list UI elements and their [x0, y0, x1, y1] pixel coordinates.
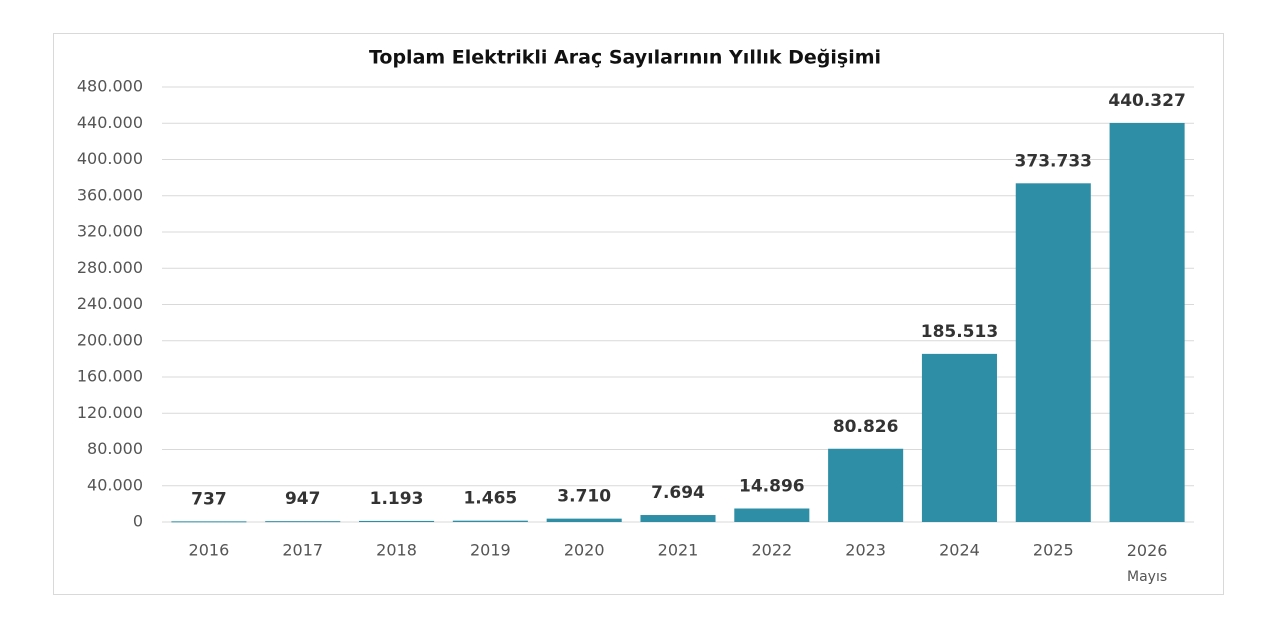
value-label: 1.465: [463, 489, 517, 509]
value-label: 14.896: [739, 477, 805, 497]
bar: [921, 353, 997, 522]
value-label: 80.826: [833, 417, 899, 437]
x-tick-label: 2021: [658, 541, 699, 560]
bar: [452, 520, 528, 522]
value-label: 440.327: [1108, 91, 1185, 111]
y-tick-label: 80.000: [87, 439, 143, 458]
value-label: 7.694: [651, 483, 705, 503]
y-tick-label: 360.000: [77, 185, 143, 204]
y-tick-label: 0: [133, 512, 143, 531]
y-tick-label: 200.000: [77, 330, 143, 349]
x-tick-label: 2018: [376, 541, 417, 560]
y-tick-label: 160.000: [77, 367, 143, 386]
x-tick-label: 2019: [470, 541, 511, 560]
bar: [265, 521, 341, 523]
x-tick-label: 2026 Mayıs: [1127, 541, 1168, 586]
x-tick-label: 2017: [282, 541, 323, 560]
y-tick-label: 480.000: [77, 77, 143, 96]
y-tick-label: 240.000: [77, 294, 143, 313]
x-tick-label: 2016: [189, 541, 230, 560]
value-label: 3.710: [557, 487, 611, 507]
bar: [359, 520, 435, 522]
x-tick-label: 2022: [751, 541, 792, 560]
value-label: 373.733: [1015, 151, 1092, 171]
y-tick-label: 400.000: [77, 149, 143, 168]
bar: [546, 518, 622, 522]
y-tick-label: 440.000: [77, 113, 143, 132]
bar: [171, 521, 247, 523]
value-label: 1.193: [370, 489, 424, 509]
x-tick-label: 2025: [1033, 541, 1074, 560]
value-label: 737: [191, 489, 227, 509]
bar: [1109, 122, 1185, 522]
y-tick-label: 320.000: [77, 222, 143, 241]
x-tick-label: 2023: [845, 541, 886, 560]
bar: [734, 508, 810, 522]
x-tick-label: 2024: [939, 541, 980, 560]
bar: [1015, 183, 1091, 522]
x-tick-label: 2020: [564, 541, 605, 560]
bar: [828, 448, 904, 522]
y-tick-label: 40.000: [87, 475, 143, 494]
bar: [640, 515, 716, 522]
value-label: 185.513: [921, 322, 998, 342]
y-tick-label: 120.000: [77, 403, 143, 422]
chart-title: Toplam Elektrikli Araç Sayılarının Yıllı…: [369, 47, 881, 69]
value-label: 947: [285, 489, 321, 509]
y-tick-label: 280.000: [77, 258, 143, 277]
